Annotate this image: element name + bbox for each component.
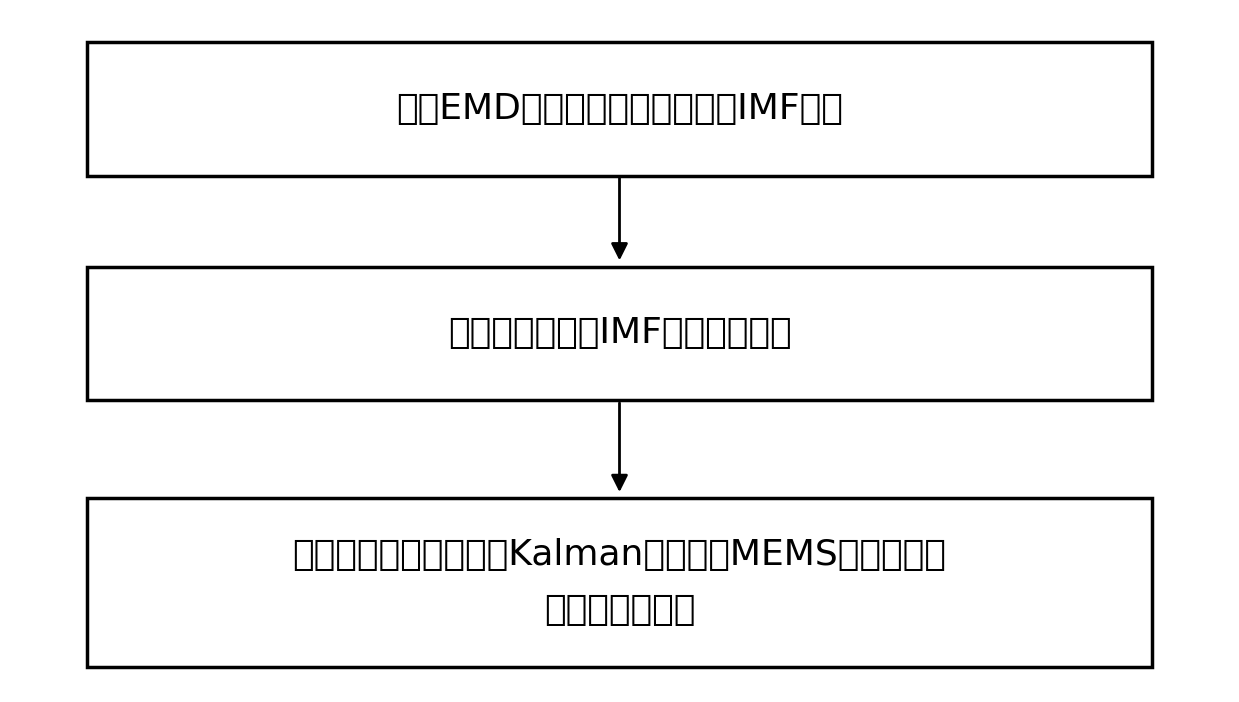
Bar <box>87 498 1152 667</box>
Text: 对建模得到的模型进行Kalman滤波，对MEMS陀螺随机误
差进行实时补偿: 对建模得到的模型进行Kalman滤波，对MEMS陀螺随机误 差进行实时补偿 <box>292 538 947 628</box>
Text: 使用EMD算法在原始信号中提取IMF分量: 使用EMD算法在原始信号中提取IMF分量 <box>396 92 843 126</box>
Text: 基于提取的所述IMF分量进行建模: 基于提取的所述IMF分量进行建模 <box>447 317 792 350</box>
Bar <box>87 42 1152 176</box>
Bar <box>87 267 1152 400</box>
